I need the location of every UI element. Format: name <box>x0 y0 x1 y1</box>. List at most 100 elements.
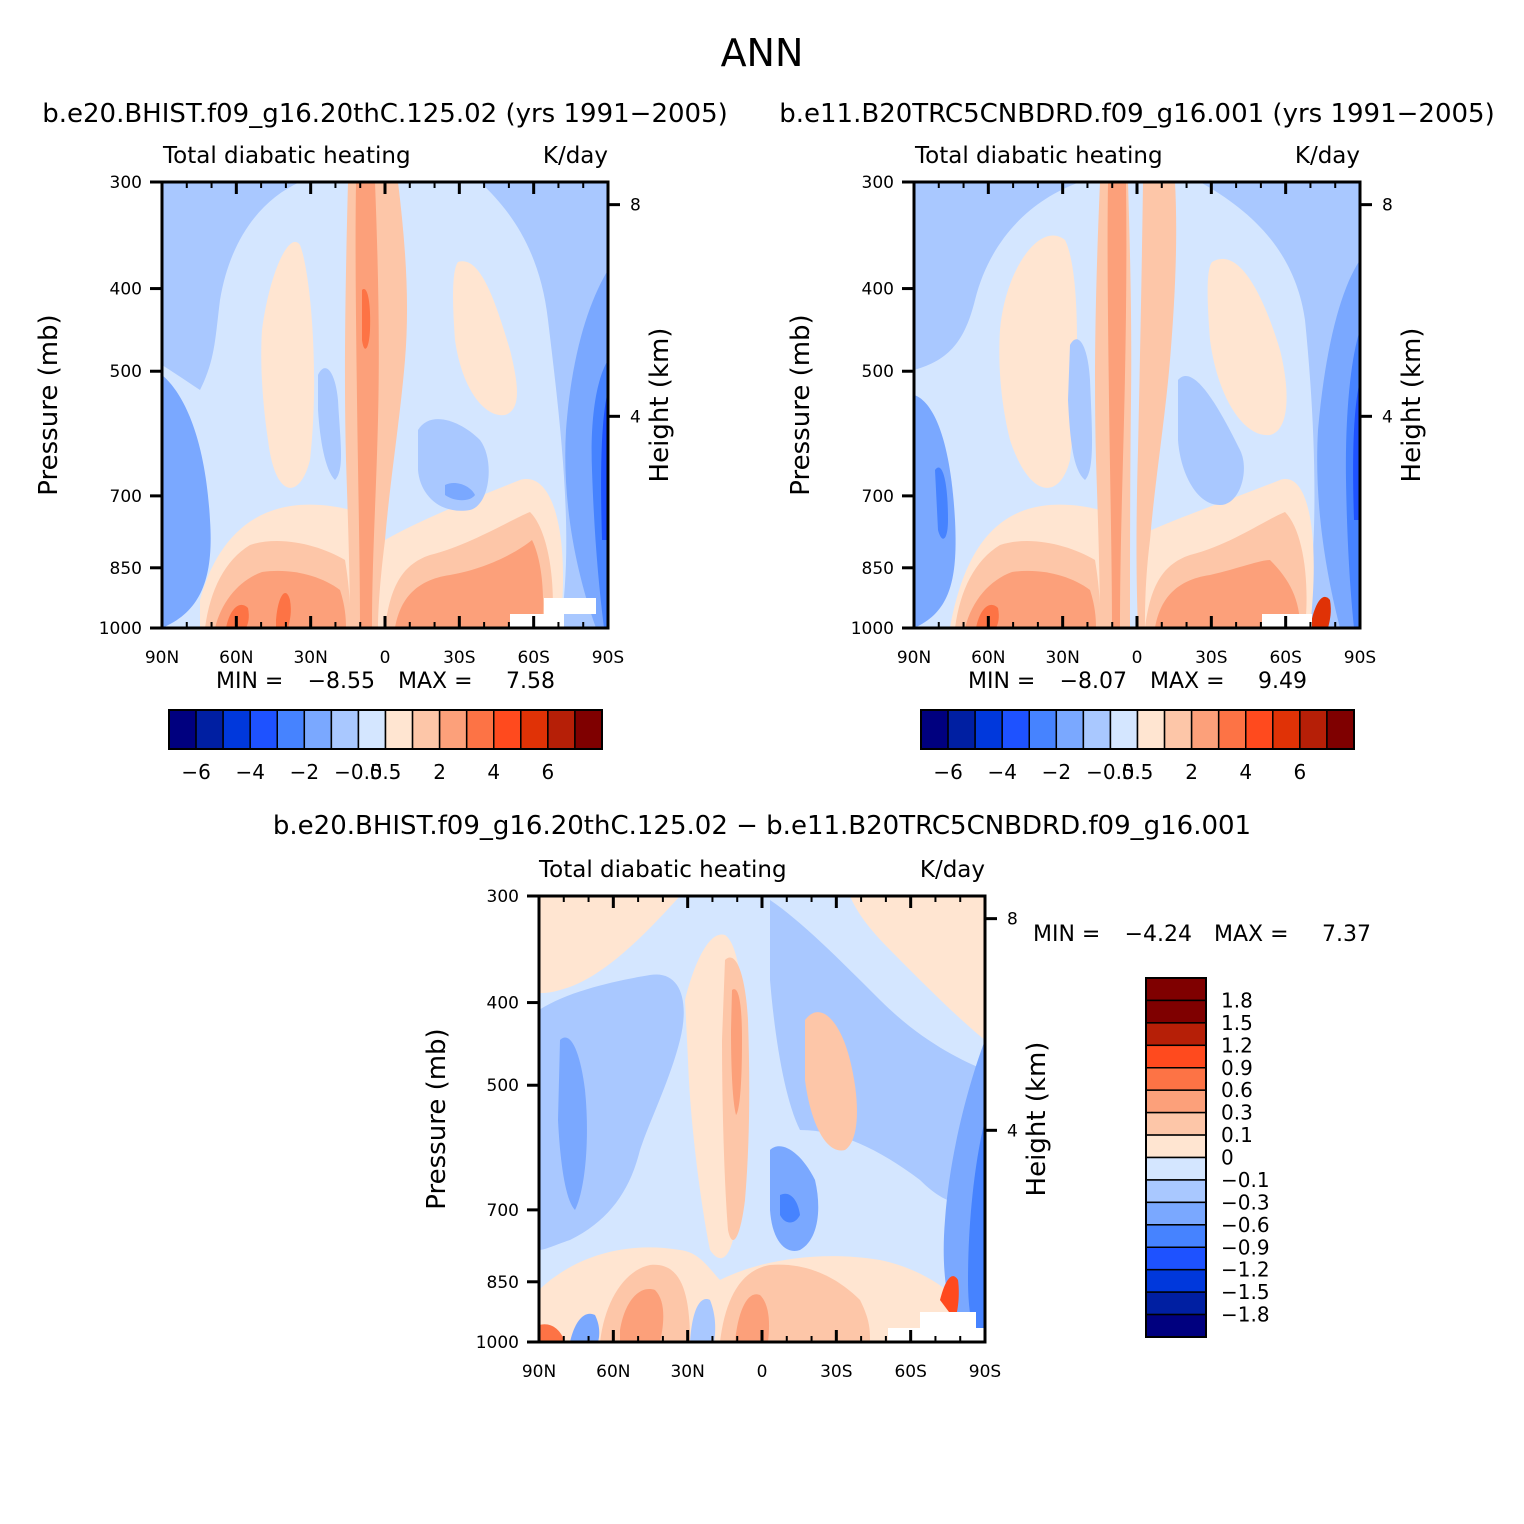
panel-1-ylabel: Pressure (mb) <box>34 314 64 495</box>
colorbar-label: 2 <box>1185 760 1198 784</box>
panel-1-max-value: 7.58 <box>506 669 555 694</box>
panel-3-band-warm-top-s <box>850 896 985 1040</box>
colorbar-box <box>1145 1067 1207 1091</box>
panel-1-band-polar-north <box>162 375 211 628</box>
right-tick-label: 4 <box>1382 407 1393 427</box>
panel-1-band-itcz-core <box>362 289 371 349</box>
colorbar-box <box>384 709 414 750</box>
panel-3-band-warm-bl-core <box>620 1289 664 1342</box>
panel-1: b.e20.BHIST.f09_g16.20thC.125.02 (yrs 19… <box>34 99 728 784</box>
panel-1-min-label: MIN = <box>216 669 283 694</box>
y-tick-label: 700 <box>487 1201 519 1221</box>
x-tick-label: 30N <box>670 1362 704 1382</box>
panel-2-ylabel-right: Height (km) <box>1397 328 1427 483</box>
colorbar-box <box>411 709 441 750</box>
colorbar-label: −6 <box>933 760 962 784</box>
panel-1-band-north-upper <box>162 182 300 390</box>
panel-1-max-label: MAX = <box>398 669 473 694</box>
panel-3-ylabel: Pressure (mb) <box>422 1028 452 1209</box>
panel-2-band-upper-north <box>914 182 1080 370</box>
x-tick-label: 60S <box>1269 648 1301 668</box>
colorbar-label: 0.5 <box>1122 760 1154 784</box>
x-tick-label: 60N <box>971 648 1005 668</box>
panel-2-band-warm-mid-left <box>999 235 1077 488</box>
y-tick-label: 850 <box>487 1273 519 1293</box>
panel-3: b.e20.BHIST.f09_g16.20thC.125.02 − b.e11… <box>273 811 1371 1382</box>
x-tick-label: 30N <box>293 648 327 668</box>
colorbar-box <box>1272 709 1301 750</box>
x-tick-label: 90N <box>145 648 179 668</box>
colorbar-box <box>1145 1022 1207 1047</box>
panel-2-band-itcz-core-l <box>1107 182 1127 628</box>
panel-2-min-label: MIN = <box>968 669 1035 694</box>
y-tick-label: 300 <box>487 887 519 907</box>
panel-1-contour-field <box>162 182 608 628</box>
panel-1-band-boundary-layer-hot-s <box>395 540 544 628</box>
x-tick-label: 30N <box>1045 648 1079 668</box>
colorbar-label: 2 <box>433 760 446 784</box>
colorbar-box <box>1145 977 1207 1002</box>
colorbar-box <box>1145 1291 1207 1316</box>
panel-1-title: b.e20.BHIST.f09_g16.20thC.125.02 (yrs 19… <box>42 99 728 129</box>
panel-1-band-bl-core-2 <box>276 592 291 628</box>
x-tick-label: 90N <box>897 648 931 668</box>
colorbar-label: −2 <box>1042 760 1071 784</box>
colorbar-frame <box>168 709 603 750</box>
panel-3-max-label: MAX = <box>1214 922 1289 947</box>
colorbar-box <box>195 709 224 750</box>
x-tick-label: 60N <box>219 648 253 668</box>
panel-1-band-cool-pocket-3 <box>445 483 475 501</box>
y-tick-label: 400 <box>487 994 519 1014</box>
panel-2-max-value: 9.49 <box>1258 669 1307 694</box>
colorbar-label: 0.3 <box>1221 1101 1253 1125</box>
colorbar-box <box>1163 709 1193 750</box>
panel-2-band-cool-pocket-2 <box>1178 376 1244 505</box>
y-tick-label: 1000 <box>851 619 894 639</box>
colorbar-box <box>1145 999 1207 1024</box>
y-tick-label: 500 <box>110 362 142 382</box>
panel-2-band-cool-pocket <box>1068 339 1093 480</box>
colorbar-box <box>1145 1268 1207 1293</box>
panel-1-left-subtitle: Total diabatic heating <box>162 143 411 169</box>
y-tick-label: 500 <box>487 1076 519 1096</box>
x-tick-label: 90N <box>522 1362 556 1382</box>
panel-2-band-bl-hot-s <box>1155 560 1300 628</box>
colorbar-label: 0.5 <box>370 760 402 784</box>
panel-2-band-itcz-gap <box>1128 182 1143 628</box>
panel-2-ylabel: Pressure (mb) <box>786 314 816 495</box>
colorbar-box <box>249 709 278 750</box>
panel-1-band-cool-pocket-2 <box>418 419 489 511</box>
panel-3-band-cool-bl-2 <box>570 1313 600 1342</box>
right-tick-label: 8 <box>1007 910 1018 930</box>
right-tick-label: 4 <box>630 407 641 427</box>
colorbar-box <box>547 709 576 750</box>
colorbar-box <box>1145 1179 1207 1204</box>
panel-3-band-warm-corner <box>539 1324 565 1342</box>
colorbar-frame <box>920 709 1355 750</box>
y-tick-label: 700 <box>862 487 894 507</box>
y-tick-label: 400 <box>110 280 142 300</box>
colorbar-label: −0.5 <box>334 760 383 784</box>
x-tick-label: 0 <box>1132 648 1143 668</box>
colorbar-box <box>574 709 603 750</box>
colorbar-box <box>1326 709 1355 750</box>
colorbar-label: 1.2 <box>1221 1033 1253 1057</box>
colorbar-box <box>1145 1246 1207 1271</box>
colorbar-box <box>974 709 1003 750</box>
colorbar-box <box>276 709 306 750</box>
y-tick-label: 850 <box>110 559 142 579</box>
colorbar-label: 1.5 <box>1221 1011 1253 1035</box>
panel-3-ylabel-right: Height (km) <box>1022 1042 1052 1197</box>
right-tick-label: 4 <box>1007 1121 1018 1141</box>
panel-2: b.e11.B20TRC5CNBDRD.f09_g16.001 (yrs 199… <box>779 99 1494 784</box>
colorbar-box <box>920 709 949 750</box>
colorbar-label: 6 <box>1294 760 1307 784</box>
panel-1-units: K/day <box>543 143 608 169</box>
colorbar-box <box>1245 709 1274 750</box>
x-tick-label: 60S <box>517 648 549 668</box>
panel-1-missing-data <box>510 614 564 628</box>
colorbar-box <box>222 709 251 750</box>
colorbar-box <box>1028 709 1058 750</box>
x-tick-label: 90S <box>592 648 624 668</box>
colorbar-box <box>1001 709 1030 750</box>
